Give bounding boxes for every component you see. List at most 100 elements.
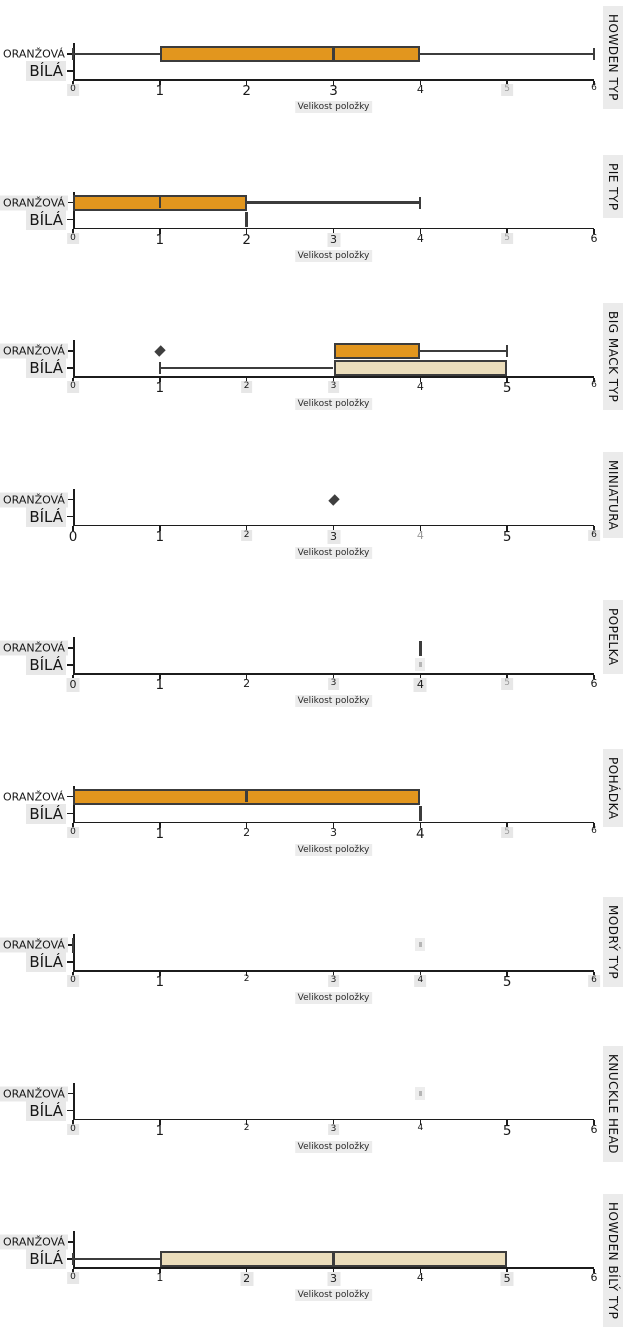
y-tick-oranzova [67,53,73,55]
whisker-cap-high [592,48,596,60]
y-axis-spine [73,1082,75,1119]
plot-area: ORANŽOVÁ BÍLÁ Velikost položky 0 1 2 3 4 5 6 [0,297,628,446]
y-tick-bila [67,812,73,815]
x-tick-mark [159,1268,161,1274]
x-tick-mark [245,526,248,531]
y-tick-bila [67,961,73,963]
x-tick-label: 6 [591,825,597,836]
x-axis [73,376,594,378]
plot-area: ORANŽOVÁ BÍLÁ Velikost položky 0 1 2 3 4 5 6 [0,446,628,595]
x-tick-label: 6 [590,231,598,245]
x-tick-label: 2 [243,677,251,690]
whisker-cap-high [506,345,509,357]
x-axis-label: Velikost položky [294,546,373,559]
x-tick-label: 3 [327,381,340,393]
x-tick-mark [593,823,595,828]
facet-title: HOWDEN TYP [606,14,620,101]
median-line [332,1253,335,1265]
x-tick-label: 4 [414,975,427,987]
row-label-bila: BÍLÁ [0,803,66,824]
x-tick-mark [506,377,508,383]
row-label-bila: BÍLÁ [0,1249,66,1269]
row-label-oranzova: ORANŽOVÁ [0,1234,68,1250]
x-tick-label: 1 [155,1122,165,1139]
y-tick-oranzova [67,647,73,649]
x-axis [73,524,594,527]
x-tick-mark [72,823,74,828]
x-tick-mark [419,971,422,977]
x-tick-label: 1 [155,528,165,545]
x-tick-label: 1 [155,380,165,396]
x-axis [73,970,594,972]
x-tick-label: 5 [501,232,514,245]
x-tick-mark [332,1268,335,1274]
y-axis-spine [73,637,75,674]
x-tick-label: 4 [417,1122,424,1133]
x-tick-mark [245,674,248,680]
median-line [245,790,248,803]
row-label-oranzova: ORANŽOVÁ [3,47,65,61]
x-axis-label: Velikost položky [294,1289,373,1301]
row-label-oranzova: ORANŽOVÁ [0,195,68,210]
x-tick-label: 5 [502,1122,512,1139]
plot-area: ORANŽOVÁ BÍLÁ Velikost položky 0 1 2 3 4 5 6 [0,1040,628,1189]
facet-panel: ORANŽOVÁ BÍLÁ Velikost položky 0 1 2 3 4 5 6 P… [0,742,628,891]
x-tick-label: 6 [591,83,597,93]
x-tick-label: 2 [243,974,250,984]
x-tick-label: 3 [327,975,340,987]
x-tick-label: 2 [240,1272,254,1287]
x-tick-mark [332,823,335,828]
x-tick-mark [593,229,595,234]
x-tick-mark [506,1120,508,1125]
x-tick-label: 1 [155,231,165,248]
whisker-high [420,52,594,56]
facet-panel: ORANŽOVÁ BÍLÁ Velikost položky 0 1 2 3 4 5 6 H… [0,0,628,149]
x-axis [73,79,594,81]
x-tick-label: 5 [502,974,512,990]
row-label-bila: BÍLÁ [0,358,66,378]
x-tick-label: 4 [416,528,424,542]
box-bila [333,360,508,376]
row-label-oranzova: ORANŽOVÁ [0,1086,68,1101]
facet-panel: ORANŽOVÁ BÍLÁ Velikost položky 0 1 2 3 4 5 6 M… [0,445,628,595]
x-tick-label: 1 [155,83,165,99]
x-tick-mark [159,229,161,234]
y-tick-bila [67,515,73,518]
whisker-low [159,366,334,370]
plot-area: ORANŽOVÁ BÍLÁ Velikost položky 0 1 2 3 4 5 6 [0,594,628,743]
facet-title: KNUCKLE HEAD [606,1053,620,1154]
x-tick-label: 2 [242,83,251,99]
box-oranzova [333,343,421,359]
x-tick-mark [159,80,161,86]
x-tick-label: 5 [501,678,514,690]
whisker-low [73,1257,160,1261]
x-tick-label: 4 [416,825,425,842]
x-tick-mark [506,229,508,234]
x-tick-label: 2 [240,381,253,393]
x-tick-mark [332,229,335,234]
x-tick-label: 4 [413,678,427,693]
whisker-cap-low [71,1253,75,1265]
x-tick-mark [506,1268,508,1274]
x-axis-label: Velikost položky [294,101,373,113]
x-tick-mark [593,526,595,531]
y-tick-bila [67,1109,73,1112]
outlier-diamond [327,493,340,506]
x-tick-label: 0 [67,1272,79,1284]
y-axis-spine [73,340,75,377]
x-tick-mark [245,971,248,977]
x-tick-label: 5 [501,84,514,96]
y-tick-bila [67,367,73,369]
x-axis-label: Velikost položky [294,249,373,262]
x-tick-mark [332,674,335,680]
faint-point [415,1086,426,1100]
row-label-bila: BÍLÁ [0,209,66,230]
facet-panel: ORANŽOVÁ BÍLÁ Velikost položky 0 1 2 3 4 5 6 P… [0,148,628,297]
row-label-bila: BÍLÁ [0,506,66,527]
x-tick-label: 2 [240,529,253,542]
x-tick-label: 0 [67,381,79,393]
plot-area: ORANŽOVÁ BÍLÁ Velikost položky 0 1 2 3 4 5 6 [0,891,628,1040]
whisker-low [73,52,160,56]
x-tick-label: 5 [500,1272,514,1287]
x-tick-label: 2 [242,231,251,248]
